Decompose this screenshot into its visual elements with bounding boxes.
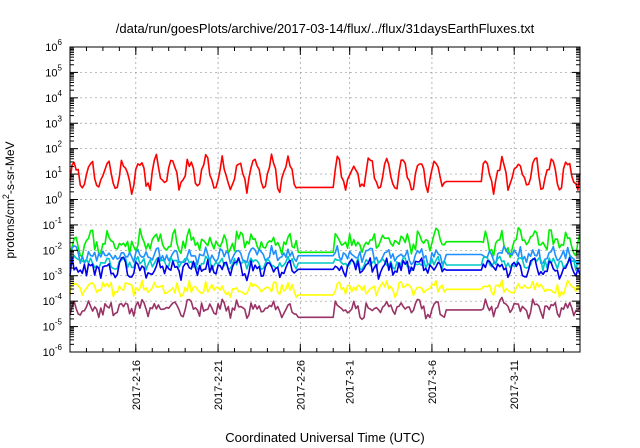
chart-title: /data/run/goesPlots/archive/2017-03-14/f… [116,21,535,36]
y-tick-label: 102 [45,140,62,156]
y-tick-label: 105 [45,63,62,79]
y-tick-label: 10-2 [43,241,63,257]
x-tick-label: 2017-2-21 [213,360,225,410]
y-tick-label: 100 [45,191,62,207]
y-tick-label: 10-4 [43,292,63,308]
y-tick-label: 10-1 [43,216,63,232]
series-line [69,296,581,321]
x-axis-ticks: 2017-2-16 2017-2-21 2017-2-26 2017-3-1 2017-… [85,47,565,410]
y-tick-label: 10-5 [43,318,63,334]
series-line [69,256,581,282]
series-group [69,153,581,321]
x-tick-label: 2017-3-6 [427,360,439,404]
x-axis-label: Coordinated Universal Time (UTC) [225,430,424,445]
y-tick-label: 106 [45,38,62,54]
x-tick-label: 2017-2-16 [131,360,143,410]
y-tick-label: 104 [45,89,62,105]
x-tick-label: 2017-3-11 [509,360,521,409]
x-tick-label: 2017-2-26 [295,360,307,410]
y-axis-label: protons/cm2-s-sr-MeV [1,141,17,258]
y-tick-label: 10-3 [43,267,63,283]
grid-lines [70,47,580,352]
y-tick-label: 10-6 [43,343,63,359]
series-line [69,279,581,299]
y-tick-label: 103 [45,114,62,130]
series-line [69,153,581,195]
y-axis-ticks: 10-6 10-5 10-4 10-3 10-2 10-1 100 101 102 103 104 1… [43,38,580,359]
series-line [69,254,581,272]
x-tick-label: 2017-3-1 [345,360,357,404]
y-tick-label: 101 [45,165,62,181]
series-line [69,226,581,259]
